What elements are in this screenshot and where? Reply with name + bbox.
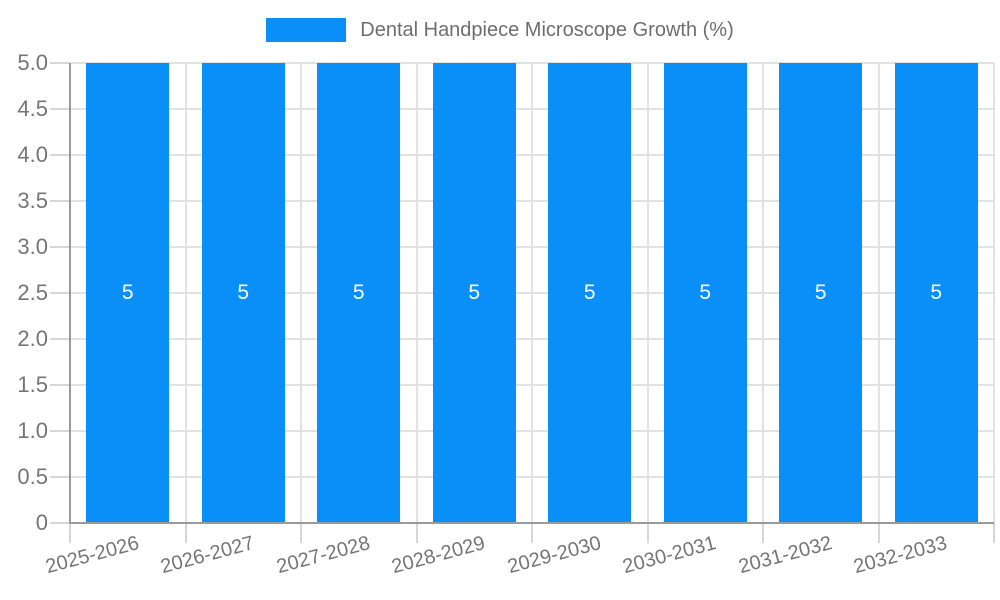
x-axis-tick — [69, 523, 71, 543]
y-axis-tick — [50, 62, 70, 64]
bar-value-label: 5 — [468, 281, 481, 304]
x-axis-tick — [415, 523, 418, 543]
y-tick-label: 1.0 — [17, 418, 48, 443]
bar-value-label: 5 — [237, 281, 250, 304]
gridline-vertical — [993, 63, 995, 523]
chart-legend: Dental Handpiece Microscope Growth (%) — [0, 18, 1000, 42]
gridline-vertical — [646, 63, 649, 523]
plot-area: 5.0 4.5 4.0 3.5 3.0 2.5 2.0 1.5 1.0 0.5 0 5 5 5 5 5 5 5 5 2… — [17, 52, 995, 578]
x-axis-tick — [646, 523, 649, 543]
y-tick-label: 3.0 — [17, 234, 48, 259]
y-axis-tick — [50, 108, 70, 110]
y-axis-tick — [50, 384, 70, 386]
y-tick-label: 3.5 — [17, 188, 48, 213]
bar: 5 — [894, 63, 978, 523]
gridline-vertical — [531, 63, 533, 523]
gridline-vertical — [415, 63, 418, 523]
y-axis-tick — [50, 154, 70, 156]
y-axis-line — [69, 63, 71, 523]
bar-value-label: 5 — [121, 281, 134, 304]
bar: 5 — [86, 63, 170, 523]
bar-value-label: 5 — [930, 281, 943, 304]
y-tick-label: 0.5 — [17, 464, 48, 489]
y-tick-label: 0 — [35, 510, 48, 535]
legend-label[interactable]: Dental Handpiece Microscope Growth (%) — [360, 18, 734, 41]
y-axis-tick — [50, 246, 70, 248]
bar-value-label: 5 — [699, 281, 712, 304]
y-axis-tick — [50, 200, 70, 202]
y-tick-label: 5.0 — [17, 50, 48, 75]
gridline-vertical — [184, 63, 187, 523]
gridline-vertical — [877, 63, 880, 523]
bar: 5 — [201, 63, 285, 523]
bar: 5 — [548, 63, 632, 523]
bar-value-label: 5 — [583, 281, 596, 304]
bar: 5 — [432, 63, 516, 523]
bar: 5 — [663, 63, 747, 523]
y-axis-tick — [50, 476, 70, 478]
x-axis-tick — [762, 523, 764, 543]
y-tick-label: 2.0 — [17, 326, 48, 351]
y-axis-tick — [50, 292, 70, 294]
x-axis-tick — [184, 523, 187, 543]
bar: 5 — [317, 63, 401, 523]
x-axis-line — [69, 522, 994, 524]
y-tick-label: 4.5 — [17, 96, 48, 121]
y-axis-tick — [50, 522, 70, 524]
x-axis-tick — [993, 523, 995, 543]
y-axis-tick — [50, 430, 70, 432]
y-tick-label: 1.5 — [17, 372, 48, 397]
y-tick-label: 2.5 — [17, 280, 48, 305]
gridline-vertical — [300, 63, 302, 523]
bar: 5 — [779, 63, 863, 523]
gridline-vertical — [762, 63, 764, 523]
bar-value-label: 5 — [352, 281, 365, 304]
y-axis-tick — [50, 338, 70, 340]
bar-value-label: 5 — [814, 281, 827, 304]
legend-swatch-icon[interactable] — [266, 18, 347, 42]
x-axis-tick — [531, 523, 533, 543]
y-tick-label: 4.0 — [17, 142, 48, 167]
x-axis-tick — [877, 523, 880, 543]
x-axis-tick — [300, 523, 302, 543]
